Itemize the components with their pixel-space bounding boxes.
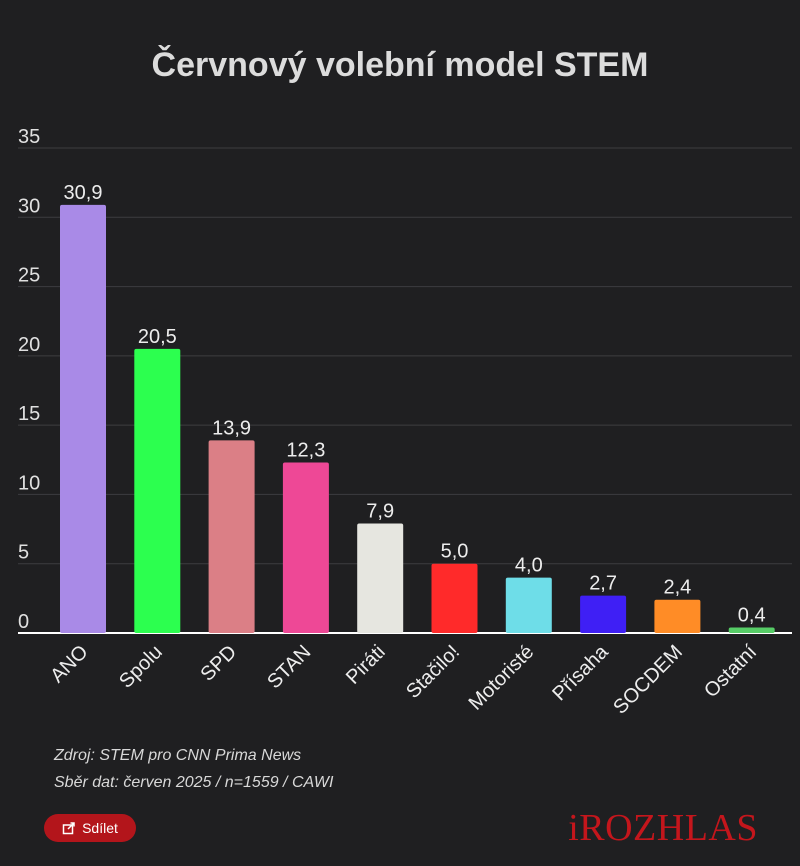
- value-label: 0,4: [738, 604, 766, 626]
- bar-pir-ti[interactable]: [357, 523, 404, 633]
- y-tick-label: 5: [18, 542, 29, 564]
- category-labels: ANO Spolu SPD STAN Piráti Stačilo! Motoristé Př…: [46, 640, 761, 718]
- y-tick-label: 15: [18, 403, 40, 425]
- y-tick-label: 35: [18, 126, 40, 148]
- bar-sta-ilo-[interactable]: [431, 563, 478, 633]
- chart-title: Červnový volební model STEM: [151, 46, 649, 84]
- bar-spolu[interactable]: [134, 348, 181, 633]
- category-label: Spolu: [115, 641, 167, 693]
- bar-ano[interactable]: [60, 204, 106, 634]
- value-label: 2,4: [663, 577, 691, 599]
- value-label: 20,5: [138, 326, 177, 348]
- y-tick-label: 0: [18, 611, 29, 633]
- category-label: Ostatní: [700, 641, 761, 702]
- value-label: 12,3: [286, 440, 325, 462]
- category-label: STAN: [263, 641, 315, 693]
- bar-socdem[interactable]: [654, 599, 701, 633]
- category-label: Stačilo!: [402, 641, 464, 703]
- bars: [60, 204, 775, 634]
- source-note: Zdroj: STEM pro CNN Prima News Sběr dat:…: [54, 742, 333, 796]
- value-label: 13,9: [212, 417, 251, 439]
- category-label: Motoristé: [465, 641, 539, 715]
- value-label: 7,9: [366, 501, 394, 523]
- y-tick-label: 20: [18, 334, 40, 356]
- share-label: Sdílet: [82, 820, 118, 836]
- irozhlas-logo[interactable]: iROZHLAS: [568, 807, 758, 849]
- category-label: SOCDEM: [609, 641, 687, 719]
- bar-chart: 0 5 10 15 20 25 30 35 30,9 20,5 13,9 12,3 7,9 5,0 4,0…: [18, 126, 792, 719]
- value-label: 2,7: [589, 573, 617, 595]
- y-tick-label: 25: [18, 265, 40, 287]
- value-label: 30,9: [64, 182, 103, 204]
- category-label: ANO: [46, 641, 92, 687]
- category-label: Přísaha: [548, 640, 613, 705]
- value-label: 5,0: [441, 541, 469, 563]
- category-label: SPD: [196, 641, 241, 686]
- gridlines: 0 5 10 15 20 25 30 35: [18, 126, 792, 634]
- bar-motorist-[interactable]: [505, 577, 552, 633]
- share-button[interactable]: Sdílet: [44, 814, 136, 842]
- value-labels: 30,9 20,5 13,9 12,3 7,9 5,0 4,0 2,7 2,4 0,4: [64, 182, 766, 627]
- bar-ostatn-[interactable]: [728, 627, 775, 633]
- bar-p-saha[interactable]: [580, 595, 627, 633]
- source-line-1: Zdroj: STEM pro CNN Prima News: [54, 747, 302, 764]
- y-tick-label: 30: [18, 195, 40, 217]
- y-tick-label: 10: [18, 472, 40, 494]
- bar-spd[interactable]: [208, 440, 255, 633]
- bar-stan[interactable]: [282, 462, 329, 633]
- source-line-2: Sběr dat: červen 2025 / n=1559 / CAWI: [54, 774, 334, 791]
- value-label: 4,0: [515, 555, 543, 577]
- share-icon: [62, 821, 76, 835]
- category-label: Piráti: [342, 641, 390, 689]
